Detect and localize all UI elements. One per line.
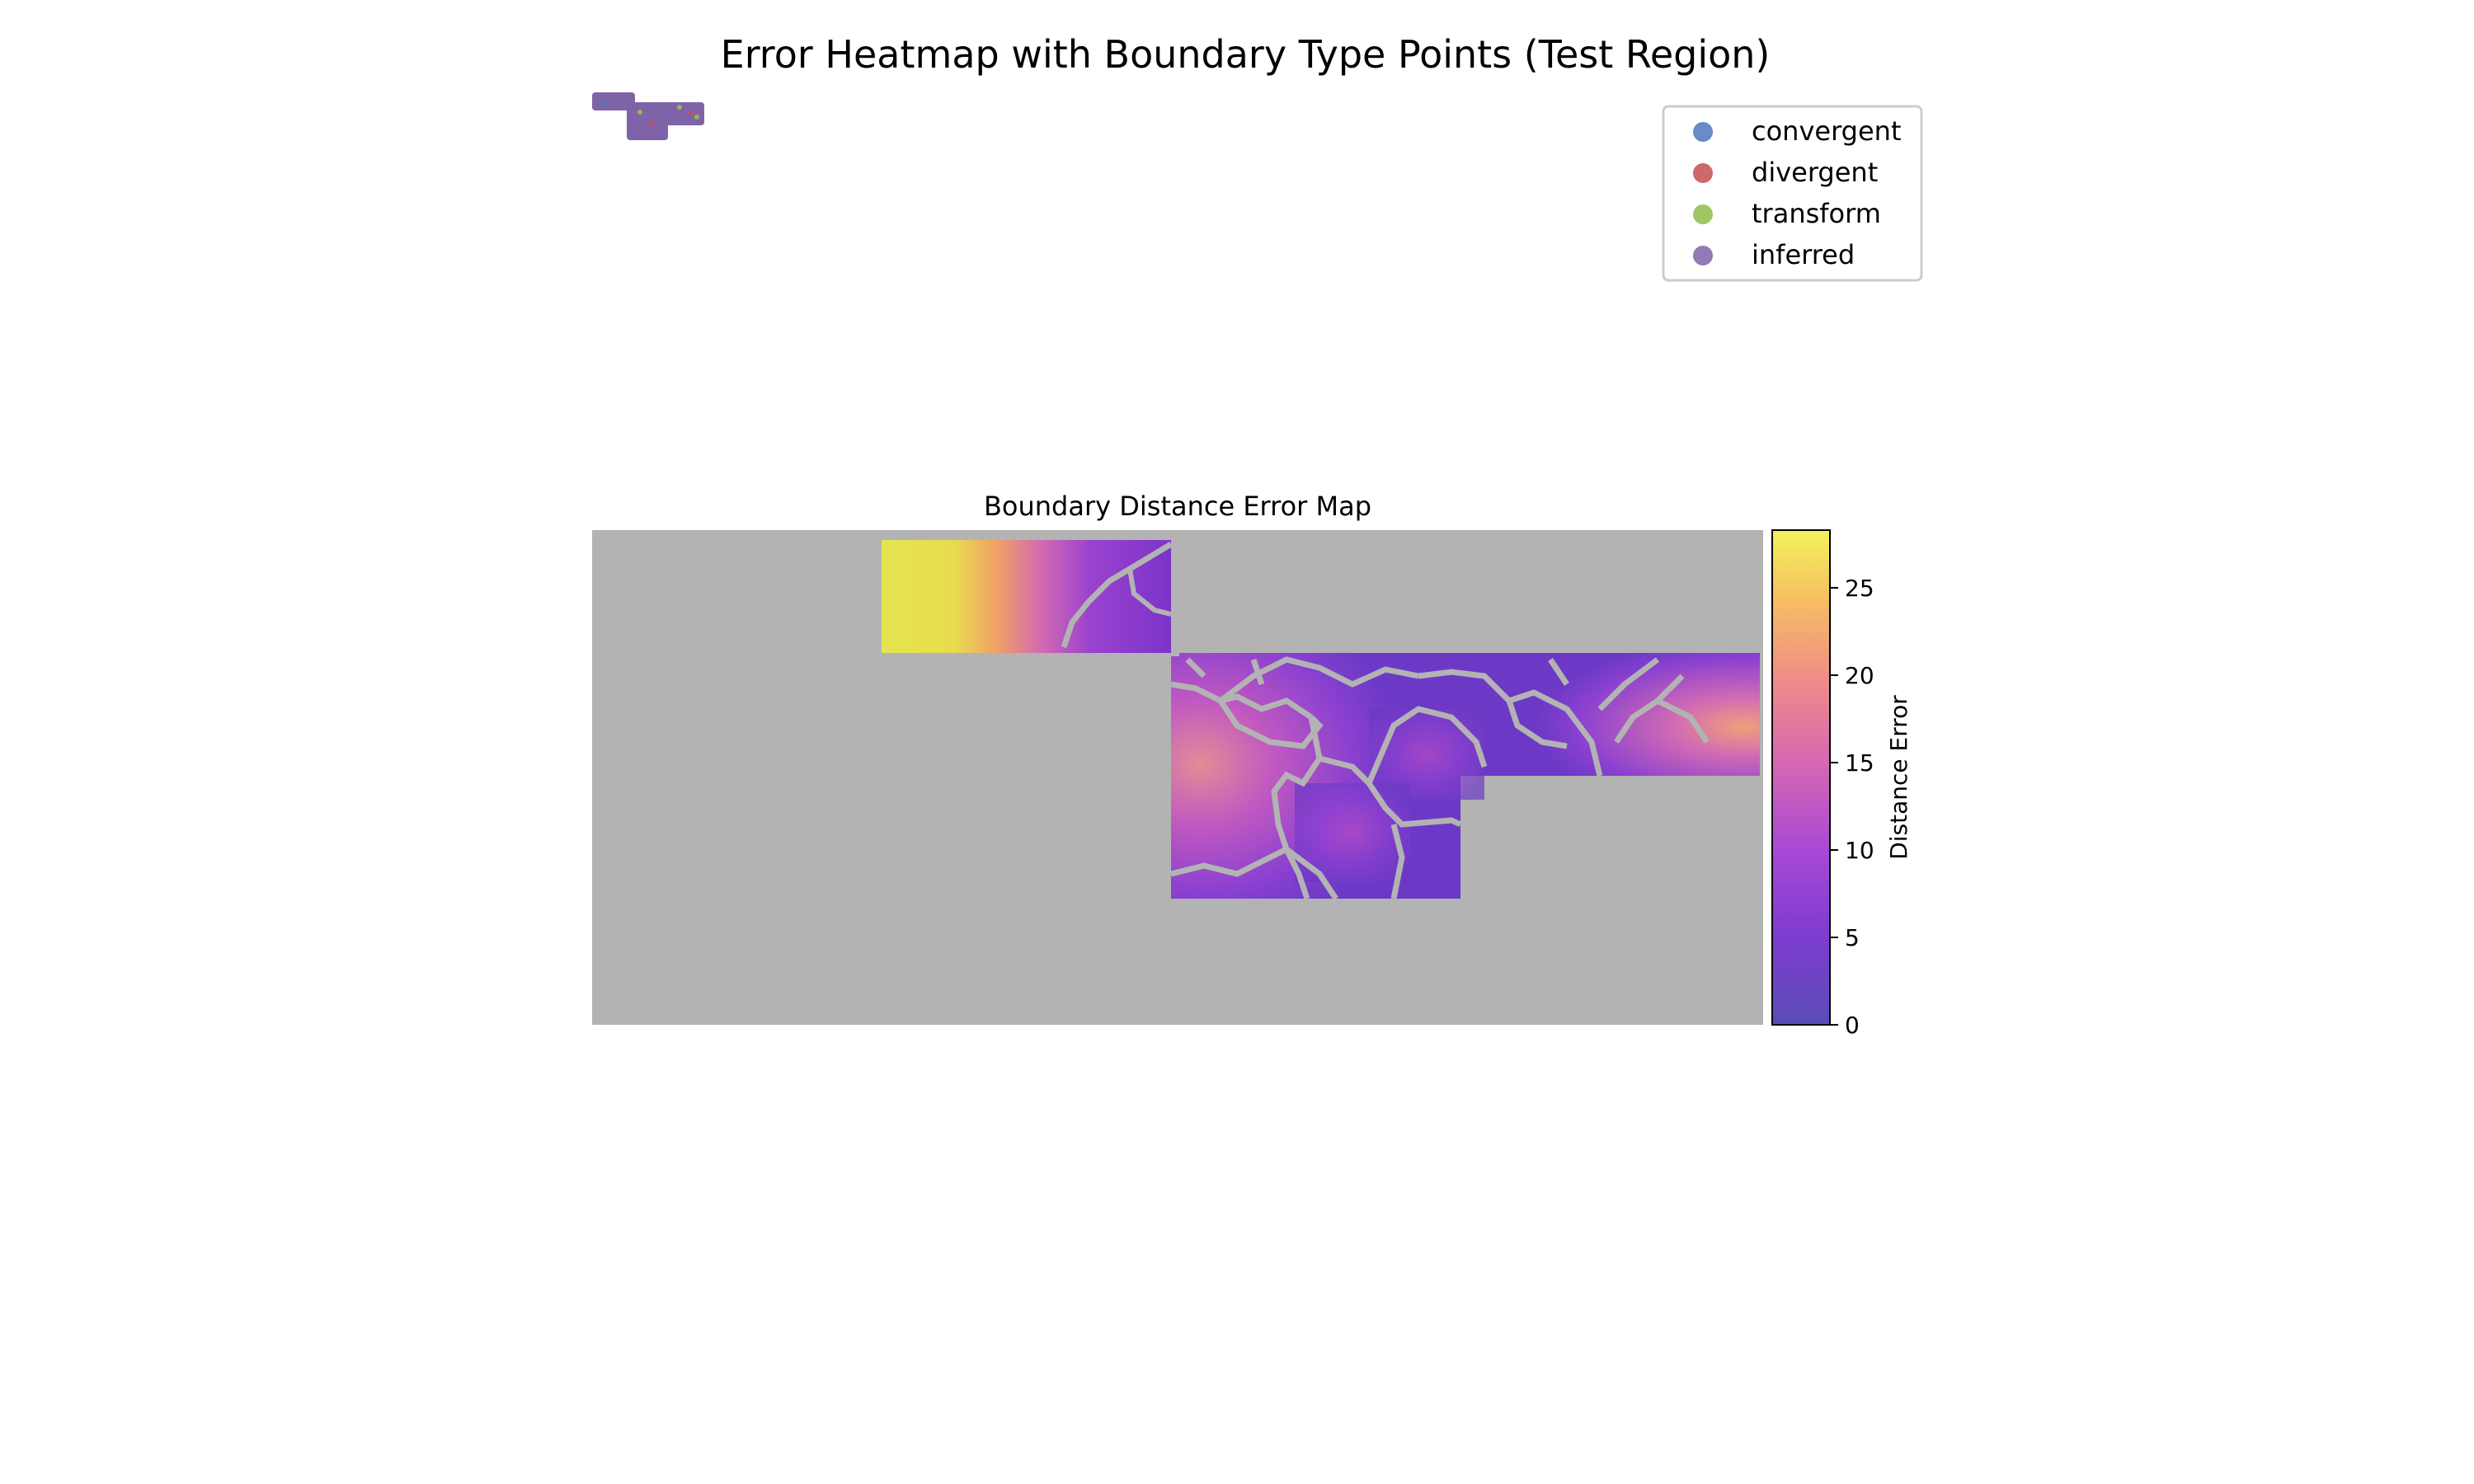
legend-item-divergent: divergent [1693, 157, 1878, 188]
boundary-line [1061, 541, 1173, 649]
scatter-point-divergent [689, 110, 694, 115]
heatmap-region [1295, 783, 1410, 882]
legend-marker [1693, 163, 1713, 183]
scatter-point-transform [637, 110, 642, 115]
legend-frame [1662, 105, 1923, 282]
colorbar-ticks: 0 5 10 15 20 25 [1830, 575, 1874, 1039]
legend: convergent divergent transform inferred [1662, 105, 1923, 282]
colorbar: 0 5 10 15 20 25 Distance Error [1771, 529, 1912, 1039]
legend-label: inferred [1752, 239, 1855, 270]
colorbar-tick-label: 10 [1845, 837, 1874, 864]
scatter-point-transform [694, 115, 699, 120]
legend-item-convergent: convergent [1693, 115, 1902, 147]
legend-label: convergent [1752, 115, 1902, 147]
scatter-region-left [592, 92, 635, 110]
colorbar-label: Distance Error [1885, 695, 1912, 860]
scatter-region-right [660, 102, 704, 125]
scatter-point-divergent [649, 121, 654, 126]
boundary-network [1170, 656, 1710, 900]
legend-item-transform: transform [1693, 198, 1881, 229]
legend-item-inferred: inferred [1693, 239, 1855, 270]
heatmap-title: Boundary Distance Error Map [984, 491, 1371, 522]
scatter-region-center [627, 102, 668, 140]
figure-title: Error Heatmap with Boundary Type Points … [721, 32, 1771, 77]
heatmap-region [882, 540, 1171, 653]
legend-marker [1693, 246, 1713, 265]
boundary-line [1127, 568, 1172, 617]
legend-marker [1693, 204, 1713, 224]
legend-marker [1693, 122, 1713, 142]
heatmap [592, 530, 1763, 1025]
scatter-point-convergent [601, 101, 606, 106]
colorbar-gradient [1771, 529, 1831, 1026]
colorbar-tick-label: 25 [1845, 575, 1874, 602]
colorbar-tick-label: 20 [1845, 662, 1874, 689]
colorbar-tick-label: 15 [1845, 749, 1874, 777]
scatter-panel [592, 92, 704, 140]
colorbar-tick-label: 5 [1845, 924, 1860, 951]
colorbar-tick-label: 0 [1845, 1012, 1860, 1039]
legend-label: transform [1752, 198, 1881, 229]
legend-label: divergent [1752, 157, 1878, 188]
scatter-point-transform [677, 105, 682, 110]
masked-region [1171, 653, 1179, 656]
heatmap-region [1460, 653, 1760, 776]
